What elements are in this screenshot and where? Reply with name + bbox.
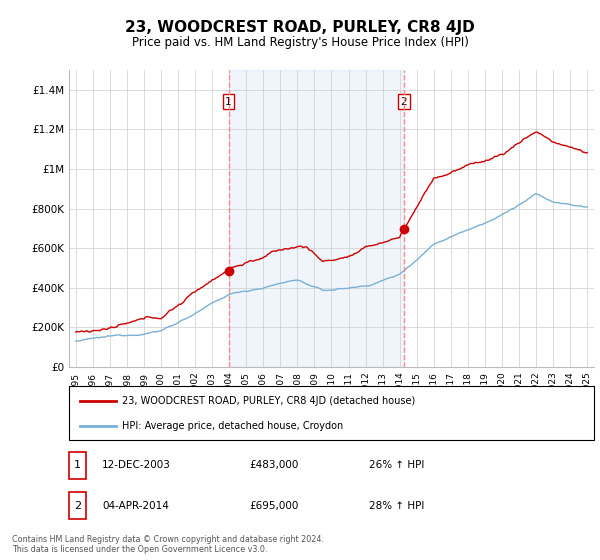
Text: Price paid vs. HM Land Registry's House Price Index (HPI): Price paid vs. HM Land Registry's House … bbox=[131, 36, 469, 49]
Text: 23, WOODCREST ROAD, PURLEY, CR8 4JD (detached house): 23, WOODCREST ROAD, PURLEY, CR8 4JD (det… bbox=[121, 396, 415, 407]
Text: £695,000: £695,000 bbox=[249, 501, 298, 511]
FancyBboxPatch shape bbox=[69, 386, 594, 440]
Text: 1: 1 bbox=[74, 460, 81, 470]
Text: 2: 2 bbox=[74, 501, 81, 511]
Text: 26% ↑ HPI: 26% ↑ HPI bbox=[369, 460, 424, 470]
Text: 12-DEC-2003: 12-DEC-2003 bbox=[102, 460, 171, 470]
Text: Contains HM Land Registry data © Crown copyright and database right 2024.
This d: Contains HM Land Registry data © Crown c… bbox=[12, 535, 324, 554]
Text: 28% ↑ HPI: 28% ↑ HPI bbox=[369, 501, 424, 511]
Text: 1: 1 bbox=[225, 97, 232, 106]
Text: 23, WOODCREST ROAD, PURLEY, CR8 4JD: 23, WOODCREST ROAD, PURLEY, CR8 4JD bbox=[125, 20, 475, 35]
Bar bbox=[229, 70, 404, 367]
Text: 04-APR-2014: 04-APR-2014 bbox=[102, 501, 169, 511]
Text: £483,000: £483,000 bbox=[249, 460, 298, 470]
Text: HPI: Average price, detached house, Croydon: HPI: Average price, detached house, Croy… bbox=[121, 421, 343, 431]
Text: 2: 2 bbox=[401, 97, 407, 106]
